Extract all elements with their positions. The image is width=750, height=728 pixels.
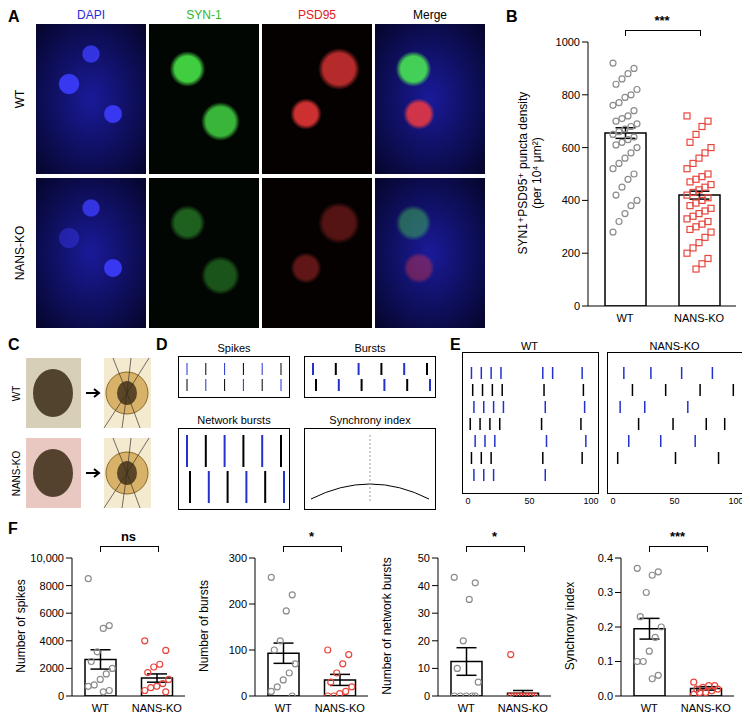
html-text:50: 50 <box>669 496 680 506</box>
svg-text:50: 50 <box>418 552 430 564</box>
html-text:(per 10⁴ μm²): (per 10⁴ μm²) <box>530 137 544 209</box>
html-text:SYN1⁺PSD95⁺ puncta density: SYN1⁺PSD95⁺ puncta density <box>516 91 530 255</box>
svg-text:NANS-KO: NANS-KO <box>674 312 725 324</box>
svg-text:8000: 8000 <box>40 580 64 592</box>
svg-text:200: 200 <box>562 247 580 259</box>
svg-text:WT: WT <box>275 702 292 714</box>
svg-text:0: 0 <box>424 690 430 702</box>
html-text:A: A <box>8 8 20 25</box>
svg-text:10: 10 <box>418 662 430 674</box>
svg-text:0: 0 <box>241 690 247 702</box>
html-text:D: D <box>156 336 168 353</box>
svg-text:4000: 4000 <box>40 635 64 647</box>
html-text:100: 100 <box>583 496 599 506</box>
svg-text:WT: WT <box>616 312 633 324</box>
html-text:100: 100 <box>728 496 744 506</box>
svg-text:0.0: 0.0 <box>598 690 613 702</box>
html-text:Number of network bursts: Number of network bursts <box>380 557 394 695</box>
html-text:NANS-KO: NANS-KO <box>649 340 700 352</box>
html-text:Bursts: Bursts <box>354 342 386 354</box>
html-text:ns: ns <box>120 529 137 544</box>
svg-text:100: 100 <box>229 644 247 656</box>
html-text:0: 0 <box>465 496 471 506</box>
svg-text:0.4: 0.4 <box>598 552 613 564</box>
svg-text:NANS-KO: NANS-KO <box>315 702 366 714</box>
svg-text:1000: 1000 <box>556 36 580 48</box>
html-text:NANS-KO: NANS-KO <box>11 450 23 496</box>
html-text:0: 0 <box>610 496 616 506</box>
svg-text:6000: 6000 <box>40 607 64 619</box>
html-text:C: C <box>8 336 20 353</box>
svg-text:NANS-KO: NANS-KO <box>498 702 549 714</box>
svg-text:0: 0 <box>58 690 64 702</box>
svg-text:0.3: 0.3 <box>598 586 613 598</box>
html-text:Network bursts: Network bursts <box>197 414 271 426</box>
svg-text:0.2: 0.2 <box>598 621 613 633</box>
svg-text:20: 20 <box>418 635 430 647</box>
html-text:50: 50 <box>524 496 535 506</box>
svg-text:0.1: 0.1 <box>598 655 613 667</box>
svg-text:300: 300 <box>229 552 247 564</box>
html-text:WT: WT <box>11 385 23 401</box>
html-text:Number of bursts: Number of bursts <box>197 580 211 672</box>
svg-text:WT: WT <box>92 702 109 714</box>
svg-text:2000: 2000 <box>40 662 64 674</box>
svg-text:0: 0 <box>574 300 580 312</box>
svg-text:10,000: 10,000 <box>30 552 64 564</box>
html-text:Synchrony index: Synchrony index <box>563 581 577 671</box>
html-text:Spikes: Spikes <box>217 342 251 354</box>
html-text:Merge: Merge <box>413 8 447 22</box>
html-text:PSD95: PSD95 <box>298 8 336 22</box>
html-text:SYN-1: SYN-1 <box>186 8 222 22</box>
html-text:Number of spikes: Number of spikes <box>14 579 28 673</box>
svg-text:40: 40 <box>418 580 430 592</box>
html-text:Synchrony index: Synchrony index <box>329 414 411 426</box>
html-text:B: B <box>506 8 518 25</box>
html-text:E: E <box>450 336 461 353</box>
svg-text:800: 800 <box>562 89 580 101</box>
html-text:NANS-KO: NANS-KO <box>13 225 27 281</box>
svg-text:WT: WT <box>458 702 475 714</box>
svg-text:NANS-KO: NANS-KO <box>681 702 732 714</box>
svg-text:600: 600 <box>562 142 580 154</box>
svg-text:200: 200 <box>229 598 247 610</box>
html-text:WT: WT <box>13 89 27 109</box>
svg-text:400: 400 <box>562 194 580 206</box>
html-text:F: F <box>8 520 18 537</box>
html-text:WT: WT <box>520 340 538 352</box>
svg-text:NANS-KO: NANS-KO <box>132 702 183 714</box>
svg-text:WT: WT <box>641 702 658 714</box>
html-text:DAPI: DAPI <box>77 8 105 22</box>
svg-text:30: 30 <box>418 607 430 619</box>
